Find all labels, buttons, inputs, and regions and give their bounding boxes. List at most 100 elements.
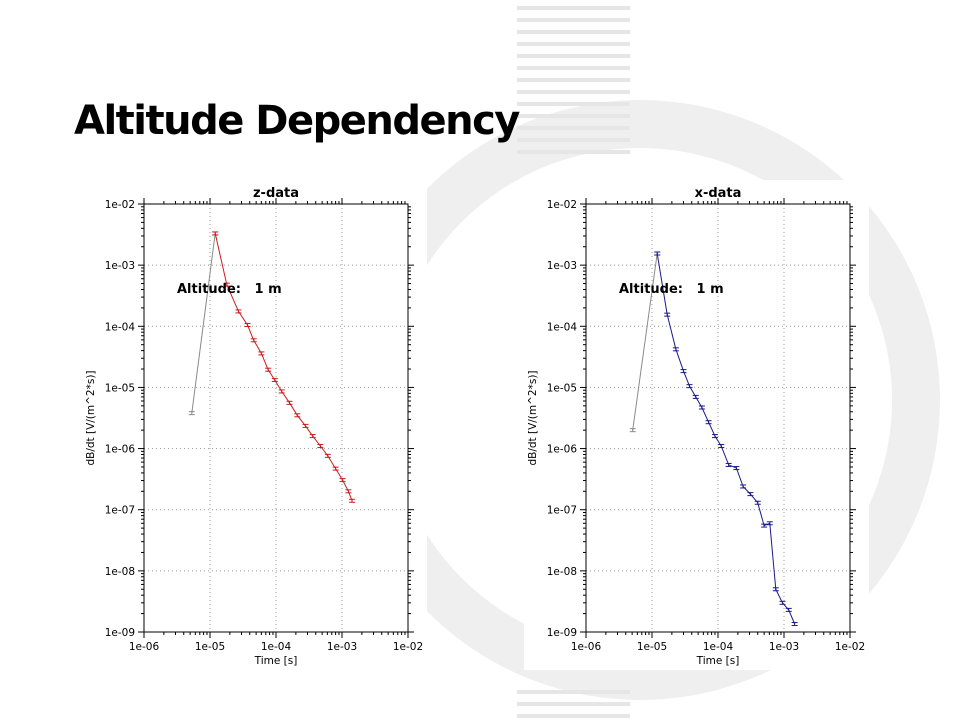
data-point [339, 478, 346, 483]
data-point [680, 369, 687, 374]
series-1 [654, 251, 798, 627]
background-stripe [517, 6, 630, 10]
y-tick-label: 1e-06 [105, 444, 136, 456]
x-tick-label: 1e-04 [703, 641, 734, 653]
background-stripe [517, 18, 630, 22]
x-tick-label: 1e-06 [571, 641, 602, 653]
data-point [779, 600, 786, 605]
background-stripe [517, 66, 630, 70]
y-tick-label: 1e-05 [547, 382, 577, 394]
data-point [747, 492, 754, 497]
chart-title: z-data [253, 186, 299, 201]
y-tick-label: 1e-04 [105, 321, 136, 333]
background-stripe [517, 714, 630, 718]
chart-x-svg: x-data 1e-06 1e-05 1e-04 1e-03 1e-02 1e-02 1e-0… [524, 180, 869, 670]
data-point [766, 521, 773, 526]
plot-frame [143, 203, 409, 633]
y-tick-label: 1e-07 [547, 505, 577, 517]
background-stripe [517, 78, 630, 82]
altitude-annotation: Altitude: 1 m [177, 282, 282, 297]
data-point [302, 423, 309, 428]
x-tick-label: 1e-03 [327, 641, 357, 653]
chart-background [524, 180, 869, 670]
y-tick-label: 1e-08 [105, 566, 135, 578]
data-point [740, 484, 747, 489]
data-point [761, 523, 768, 528]
data-point [317, 444, 324, 449]
data-point [705, 420, 712, 425]
data-point [672, 347, 679, 352]
data-point [278, 389, 285, 394]
data-point [733, 466, 740, 471]
grid [144, 204, 408, 632]
data-point [250, 338, 257, 343]
series-line [191, 233, 216, 414]
chart-background [82, 180, 427, 670]
data-point [664, 312, 671, 317]
background-stripe [517, 138, 630, 142]
y-tick-label: 1e-05 [105, 382, 135, 394]
data-point [791, 622, 798, 627]
page-title: Altitude Dependency [74, 98, 520, 144]
data-point [718, 444, 725, 449]
data-point [324, 453, 331, 458]
data-point [772, 587, 779, 592]
y-axis-label: dB/dt [V/(m^2*s)] [527, 370, 539, 465]
background-stripe [517, 690, 630, 694]
x-axis-label: Time [s] [254, 655, 298, 667]
series-1 [212, 231, 356, 503]
y-axis-label: dB/dt [V/(m^2*s)] [85, 370, 97, 465]
altitude-annotation: Altitude: 1 m [619, 282, 724, 297]
x-tick-label: 1e-03 [769, 641, 799, 653]
x-tick-label: 1e-05 [637, 641, 667, 653]
data-point [785, 607, 792, 612]
y-tick-label: 1e-08 [547, 566, 577, 578]
y-tick-label: 1e-07 [105, 505, 135, 517]
background-stripe [517, 42, 630, 46]
x-tick-label: 1e-06 [129, 641, 160, 653]
data-point [294, 413, 301, 418]
y-tick-label: 1e-02 [547, 199, 577, 211]
chart-z-svg: z-data 1e-06 1e-05 1e-04 1e-03 1e-02 1e-02 1e-0… [82, 180, 427, 670]
data-point [654, 251, 661, 256]
x-tick-label: 1e-02 [393, 641, 423, 653]
data-point [711, 434, 718, 439]
background-stripe [517, 102, 630, 106]
data-point [349, 498, 356, 503]
data-point [235, 309, 242, 314]
background-stripe [517, 30, 630, 34]
y-tick-label: 1e-09 [547, 627, 577, 639]
grid [586, 204, 850, 632]
y-tick-label: 1e-06 [547, 444, 578, 456]
y-tick-label: 1e-02 [105, 199, 135, 211]
y-tick-label: 1e-03 [547, 260, 577, 272]
data-point [725, 462, 732, 467]
series-line [632, 253, 658, 431]
data-point [345, 489, 352, 494]
data-point [692, 394, 699, 399]
data-point [271, 378, 278, 383]
data-point [698, 405, 705, 410]
background-stripe [517, 54, 630, 58]
data-point [223, 282, 230, 287]
chart-title: x-data [695, 186, 742, 201]
x-tick-label: 1e-04 [261, 641, 292, 653]
y-tick-label: 1e-04 [547, 321, 578, 333]
background-stripe [517, 114, 630, 118]
data-point [212, 231, 219, 236]
y-tick-label: 1e-03 [105, 260, 135, 272]
data-point [754, 500, 761, 505]
background-stripe [517, 126, 630, 130]
data-point [309, 434, 316, 439]
plot-frame [585, 203, 851, 633]
x-axis-label: Time [s] [696, 655, 740, 667]
background-stripe [517, 150, 630, 154]
data-point [188, 411, 195, 416]
y-tick-label: 1e-09 [105, 627, 135, 639]
chart-z-data: z-data 1e-06 1e-05 1e-04 1e-03 1e-02 1e-02 1e-0… [82, 180, 427, 670]
data-point [686, 384, 693, 389]
background-stripe [517, 90, 630, 94]
data-point [244, 322, 251, 327]
data-point [332, 466, 339, 471]
background-stripe [517, 702, 630, 706]
